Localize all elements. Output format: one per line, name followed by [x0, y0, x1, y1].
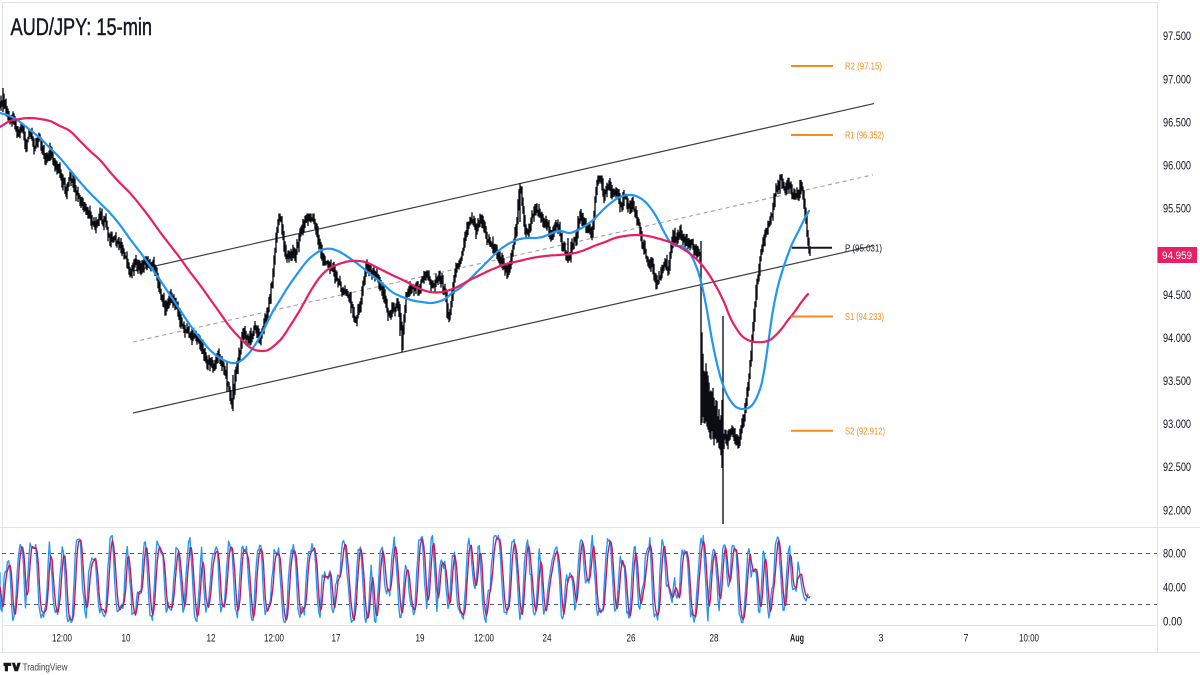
svg-text:R2 (97.15): R2 (97.15) — [845, 61, 882, 73]
svg-text:S1 (94.233): S1 (94.233) — [845, 311, 884, 323]
svg-text:26: 26 — [627, 633, 636, 645]
svg-text:3: 3 — [879, 633, 884, 645]
svg-text:93.000: 93.000 — [1163, 417, 1191, 431]
svg-text:10: 10 — [122, 633, 131, 645]
svg-text:7: 7 — [964, 633, 969, 645]
svg-text:12: 12 — [207, 633, 216, 645]
svg-text:94.500: 94.500 — [1163, 288, 1191, 302]
svg-text:96.000: 96.000 — [1163, 159, 1191, 173]
svg-text:TradingView: TradingView — [23, 662, 68, 674]
svg-text:94.959: 94.959 — [1162, 250, 1192, 262]
svg-text:28: 28 — [710, 633, 719, 645]
svg-text:95.500: 95.500 — [1163, 202, 1191, 216]
svg-text:AUD/JPY: 15-min: AUD/JPY: 15-min — [11, 14, 153, 41]
svg-text:R1 (96.352): R1 (96.352) — [845, 130, 884, 142]
svg-text:94.000: 94.000 — [1163, 331, 1191, 345]
svg-text:24: 24 — [543, 633, 552, 645]
svg-text:92.000: 92.000 — [1163, 503, 1191, 517]
svg-text:12:00: 12:00 — [264, 633, 284, 645]
svg-text:40.00: 40.00 — [1163, 581, 1186, 595]
svg-text:97.000: 97.000 — [1163, 72, 1191, 86]
svg-text:80.00: 80.00 — [1163, 547, 1186, 561]
svg-text:92.500: 92.500 — [1163, 460, 1191, 474]
svg-text:P (95.031): P (95.031) — [845, 242, 882, 254]
svg-text:10:00: 10:00 — [1019, 633, 1039, 645]
svg-text:Aug: Aug — [790, 633, 804, 645]
svg-text:12:00: 12:00 — [52, 633, 72, 645]
svg-text:0.00: 0.00 — [1163, 615, 1182, 629]
svg-text:12:00: 12:00 — [474, 633, 494, 645]
svg-text:17: 17 — [332, 633, 341, 645]
svg-text:93.500: 93.500 — [1163, 374, 1191, 388]
svg-text:S2 (92.912): S2 (92.912) — [845, 425, 885, 437]
svg-text:19: 19 — [416, 633, 425, 645]
svg-text:97.500: 97.500 — [1163, 29, 1191, 43]
svg-text:96.500: 96.500 — [1163, 115, 1191, 129]
